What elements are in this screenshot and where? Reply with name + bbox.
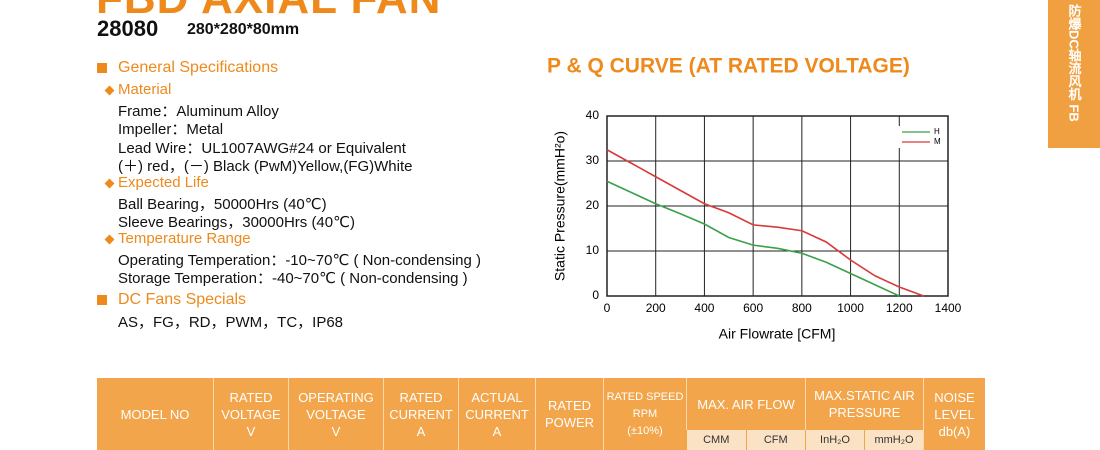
legend-label: H: [934, 127, 940, 136]
column-header-line: MODEL NO: [120, 406, 190, 422]
column-header-line: CURRENT: [465, 406, 529, 422]
x-tick-label: 1000: [837, 301, 864, 315]
column-header-line: RATED: [547, 398, 592, 413]
column-header-line: V: [331, 423, 341, 439]
column-header-line: RATED: [229, 389, 273, 405]
specials: AS，FG，RD，PWM，TC，IP68: [118, 314, 344, 331]
title: FBD AXIAL FAN: [96, 0, 441, 24]
column-header: NOISE LEVEL db(A): [923, 378, 985, 450]
column-header-line: PRESSURE: [828, 405, 901, 420]
column-header: RATED VOLTAGE V: [213, 378, 288, 450]
column-header-line: CURRENT: [389, 406, 453, 422]
y-tick-label: 40: [586, 108, 600, 122]
column-header: MAX. AIR FLOW: [686, 378, 805, 430]
column-header-line: LEVEL: [934, 406, 975, 422]
legend-label: M: [934, 137, 941, 146]
sub-header: mmH₂O: [864, 430, 923, 450]
model: 28080: [97, 16, 159, 41]
series-line: [606, 149, 924, 297]
chart: P & Q CURVE (AT RATED VOLTAGE)0102030400…: [547, 55, 962, 342]
column-header-line: OPERATING: [298, 389, 374, 405]
chart-title: P & Q CURVE (AT RATED VOLTAGE): [547, 55, 910, 78]
spec-table-header: MODEL NO RATED VOLTAGE V OPERATING VOLTAGE V RA…: [97, 378, 985, 450]
spec-line: Sleeve Bearings，30000Hrs (40℃): [118, 214, 355, 231]
group-title: Material: [118, 81, 172, 98]
size: 280*280*80mm: [187, 21, 300, 38]
side-tab-text: 防爆DC轴流风机 FB: [1066, 4, 1082, 122]
y-tick-label: 20: [586, 198, 600, 212]
spec-line: Lead Wire：UL1007AWG#24 or Equivalent: [118, 139, 406, 157]
column-header: RATED POWER: [535, 378, 603, 450]
spec-heading: General Specifications: [118, 59, 279, 76]
side-tab: 防爆DC轴流风机 FB: [1048, 0, 1100, 148]
x-axis-label: Air Flowrate [CFM]: [719, 326, 836, 342]
specials-title: DC Fans Specials: [118, 291, 247, 308]
sub-header: CMM: [686, 430, 746, 450]
x-tick-label: 1200: [886, 301, 913, 315]
y-axis-label: Static Pressure(mmH²o): [552, 131, 568, 281]
spec-line: Ball Bearing，50000Hrs (40℃): [118, 195, 327, 213]
column-header-line: VOLTAGE: [306, 406, 366, 422]
x-tick-label: 600: [743, 301, 763, 315]
column-header-line: RATED SPEED: [606, 390, 684, 403]
column-header: ACTUAL CURRENT A: [458, 378, 535, 450]
plot-frame: [606, 115, 949, 297]
series-line: [606, 180, 900, 297]
x-tick-label: 1400: [935, 301, 962, 315]
column-header-line: RPM: [632, 407, 658, 420]
y-tick-label: 10: [586, 243, 600, 257]
spec-line: (＋) red，(－) Black (PwM)Yellow,(FG)White: [118, 158, 413, 175]
sub-header: InH₂O: [805, 430, 864, 450]
bullet: [97, 63, 107, 73]
column-header-line: NOISE: [934, 389, 975, 405]
spec-line: Frame：Aluminum Alloy: [118, 102, 279, 120]
column-header-line: A: [416, 423, 426, 439]
column-header-line: A: [492, 423, 502, 439]
group-title: Expected Life: [118, 174, 209, 191]
y-tick-label: 0: [592, 288, 599, 302]
column-header: OPERATING VOLTAGE V: [288, 378, 383, 450]
column-header-line: MAX. AIR FLOW: [697, 396, 795, 412]
column-header: RATED SPEED RPM (±10%): [603, 378, 686, 450]
bullet: [97, 295, 107, 305]
x-tick-label: 400: [694, 301, 714, 315]
group-title: Temperature Range: [118, 230, 251, 247]
column-header-line: POWER: [544, 415, 595, 430]
y-tick-label: 30: [586, 153, 600, 167]
spec-line: Operating Temperation：-10~70℃ ( Non-cond…: [118, 251, 482, 269]
column-header-line: VOLTAGE: [221, 406, 281, 422]
column-header-line: MAX.STATIC AIR: [814, 388, 915, 403]
column-header: MAX.STATIC AIR PRESSURE: [805, 378, 923, 430]
column-header: RATED CURRENT A: [383, 378, 458, 450]
spec-line: Impeller：Metal: [118, 121, 224, 138]
column-header-line: (±10%): [627, 424, 663, 437]
column-header-line: ACTUAL: [471, 389, 523, 405]
x-tick-label: 800: [792, 301, 812, 315]
column-header-line: db(A): [938, 423, 971, 439]
spec-line: Storage Temperation：-40~70℃ ( Non-conden…: [118, 270, 468, 287]
column-header-line: RATED: [399, 389, 443, 405]
sub-header: CFM: [745, 430, 805, 450]
column-header: MODEL NO: [97, 378, 213, 450]
x-tick-label: 200: [646, 301, 666, 315]
column-header-line: V: [246, 423, 256, 439]
x-tick-label: 0: [604, 301, 611, 315]
